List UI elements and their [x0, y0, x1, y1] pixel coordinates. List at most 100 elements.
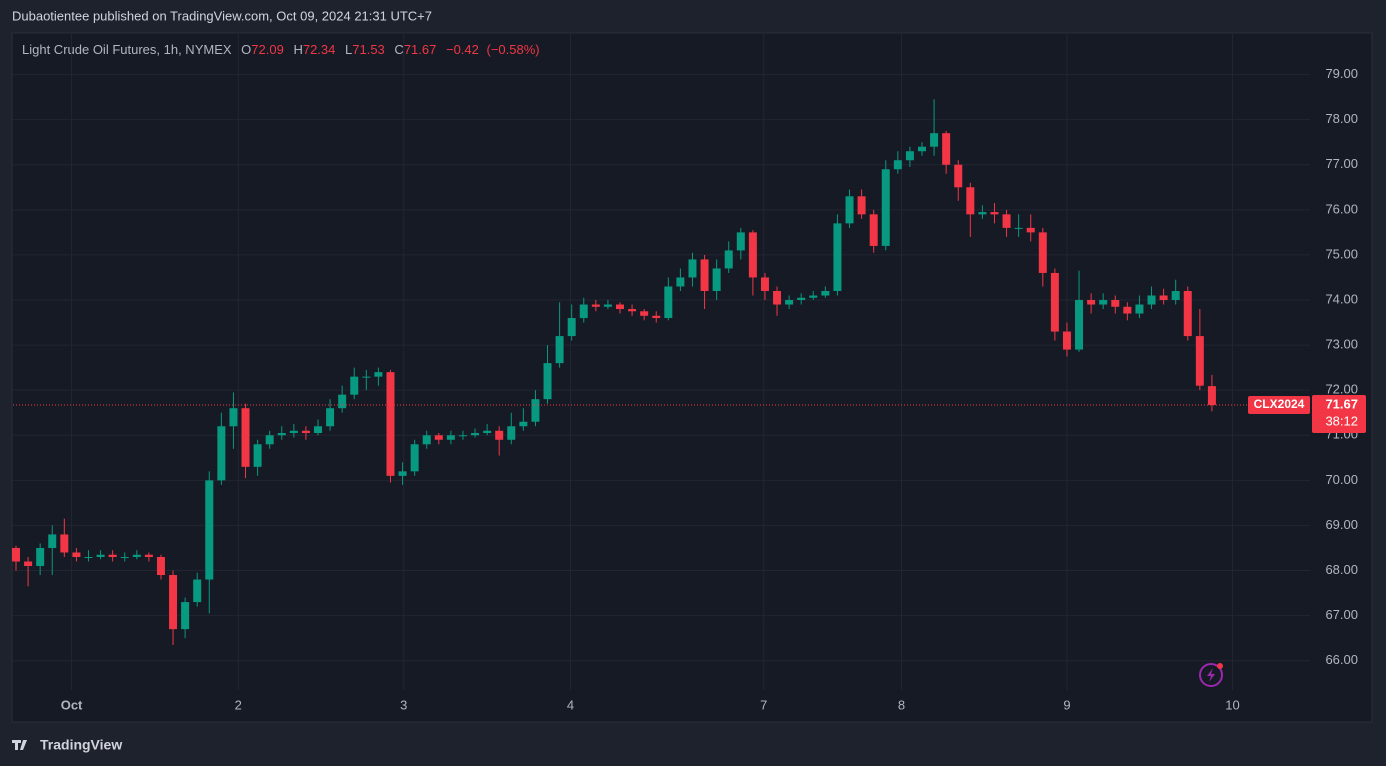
candle-body [72, 552, 81, 557]
candle-body [338, 394, 347, 409]
candle-body [326, 408, 335, 427]
ohlc-label: L [345, 42, 352, 57]
x-tick-label: 3 [400, 697, 407, 712]
candle-body [96, 554, 105, 557]
candle-body [36, 547, 45, 567]
candle-body [410, 444, 419, 472]
candle-body [1062, 331, 1071, 350]
candle-body [169, 575, 178, 630]
candle-body [966, 187, 975, 215]
candles [12, 99, 1310, 645]
candle-body [458, 435, 467, 437]
x-tick-label: 10 [1225, 697, 1239, 712]
candle-body [1207, 386, 1216, 406]
candle-body [869, 214, 878, 246]
y-tick-label: 75.00 [1325, 246, 1358, 261]
candle-body [507, 426, 516, 440]
y-tick-label: 72.00 [1325, 382, 1358, 397]
axes: 66.0067.0068.0069.0070.0071.0072.0073.00… [61, 66, 1366, 712]
chart-panel [11, 32, 1373, 723]
candle-body [603, 304, 612, 307]
candle-body [978, 212, 987, 215]
candle-body [265, 435, 274, 445]
candle-body [1135, 304, 1144, 314]
candle-body [942, 133, 951, 165]
candle-body [555, 336, 564, 364]
y-tick-label: 79.00 [1325, 66, 1358, 81]
candle-body [253, 444, 262, 467]
candle-body [398, 471, 407, 476]
symbol: Light Crude Oil Futures, 1h, NYMEX [22, 42, 232, 57]
candle-body [543, 363, 552, 400]
candle-body [483, 430, 492, 434]
candle-body [495, 430, 504, 440]
candle-body [1195, 336, 1204, 386]
candle-body [519, 421, 528, 427]
candle-body [156, 556, 165, 576]
y-tick-label: 67.00 [1325, 607, 1358, 622]
candle-body [241, 408, 250, 467]
candle-body [785, 300, 794, 305]
candle-body [1038, 232, 1047, 273]
ohlc-label: C [394, 42, 403, 57]
candle-body [640, 311, 649, 316]
alert-icon[interactable] [1199, 663, 1223, 687]
candle-body [628, 309, 637, 312]
candle-body [760, 277, 769, 291]
price-label: 71.67 [1325, 396, 1358, 411]
candle-body [881, 169, 890, 246]
y-tick-label: 77.00 [1325, 156, 1358, 171]
candle-body [1026, 227, 1035, 233]
candle-body [132, 554, 141, 557]
x-tick-label: 9 [1063, 697, 1070, 712]
candle-body [579, 304, 588, 319]
candle-body [833, 223, 842, 291]
countdown-label: 38:12 [1325, 413, 1358, 428]
legend: Light Crude Oil Futures, 1h, NYMEX O72.0… [22, 42, 540, 57]
candle-body [84, 556, 93, 558]
y-tick-label: 66.00 [1325, 652, 1358, 667]
candle-body [1075, 300, 1084, 350]
candle-body [773, 290, 782, 305]
candle-body [362, 376, 371, 378]
candle-body [990, 212, 999, 215]
candle-body [1002, 214, 1011, 228]
candle-body [446, 435, 455, 440]
candle-body [144, 554, 153, 557]
price-badge [1312, 395, 1366, 434]
candle-body [193, 579, 202, 603]
alert-dot [1217, 663, 1223, 669]
candle-body [905, 151, 914, 161]
candle-body [712, 268, 721, 291]
ticker-label: CLX2024 [1254, 397, 1305, 411]
y-tick-label: 74.00 [1325, 291, 1358, 306]
candle-body [616, 304, 624, 310]
candle-body [676, 277, 685, 287]
x-tick-label: 4 [567, 697, 574, 712]
x-tick-label: 2 [235, 697, 242, 712]
x-tick-label: Oct [61, 697, 83, 712]
candle-body [688, 259, 697, 278]
candle-body [277, 433, 286, 436]
y-tick-label: 70.00 [1325, 472, 1358, 487]
ohlc-label: H [293, 42, 302, 57]
candle-body [748, 232, 757, 278]
candle-body [181, 602, 190, 630]
candle-body [1050, 272, 1059, 332]
candle-body [386, 372, 395, 476]
ohlc-value: 72.34 [303, 42, 336, 57]
candle-body [797, 297, 806, 301]
x-tick-label: 7 [760, 697, 767, 712]
candle-body [48, 534, 57, 548]
candle-body [809, 295, 818, 298]
ohlc-value: 71.53 [352, 42, 385, 57]
candle-body [954, 164, 963, 188]
change: −0.42 [446, 42, 479, 57]
y-tick-label: 78.00 [1325, 111, 1358, 126]
candle-body [1099, 300, 1108, 305]
grid [13, 34, 1310, 690]
candle-body [301, 430, 310, 434]
candle-body [845, 196, 854, 224]
